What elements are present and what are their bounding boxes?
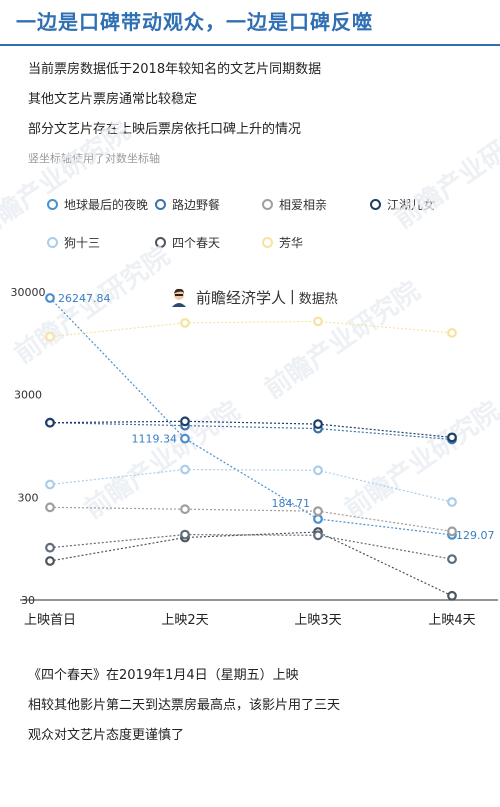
data-point	[180, 318, 190, 328]
legend-marker-icon	[155, 199, 166, 210]
brand-badge: 前瞻经济学人 | 数据热	[168, 286, 338, 308]
legend-item-3: 相爱相亲	[262, 196, 327, 213]
data-point	[313, 530, 323, 541]
legend-label: 路边野餐	[172, 198, 221, 212]
data-point	[447, 554, 457, 565]
legend-label: 四个春天	[172, 236, 221, 250]
data-point	[313, 316, 323, 327]
x-tick-label: 上映2天	[161, 613, 208, 628]
bottom-note-1: 《四个春天》在2019年1月4日（星期五）上映	[28, 668, 299, 683]
page-title: 一边是口碑带动观众，一边是口碑反噬	[16, 10, 373, 34]
data-point	[45, 331, 55, 342]
bottom-note-2: 相较其他影片第二天到达票房最高点，该影片用了三天	[28, 698, 341, 713]
bottom-note-3: 观众对文艺片态度更谨慎了	[28, 728, 185, 743]
y-tick-label: 30000	[11, 286, 46, 299]
note-2: 其他文艺片票房通常比较稳定	[28, 92, 198, 107]
y-tick-label: 3000	[14, 389, 42, 402]
watermark: 前瞻产业研究院	[389, 106, 500, 236]
data-point	[45, 556, 55, 566]
data-point	[45, 293, 55, 303]
data-point	[180, 433, 190, 444]
data-point	[447, 327, 457, 338]
series-line	[49, 422, 453, 440]
series-line	[49, 468, 453, 503]
x-tick-label: 上映4天	[428, 613, 475, 628]
note-3: 部分文艺片存在上映后票房依托口碑上升的情况	[28, 122, 302, 137]
avatar-icon	[168, 286, 190, 308]
series-line	[49, 420, 453, 438]
data-point	[45, 542, 55, 553]
brand-subtitle: 数据热	[298, 291, 338, 307]
legend-item-7: 芳华	[262, 234, 303, 251]
title-underline	[0, 44, 500, 46]
data-label: 129.07	[456, 529, 495, 542]
data-label: 184.71	[272, 497, 311, 510]
legend-marker-icon	[47, 199, 58, 210]
axis-note: 竖坐标轴使用了对数坐标轴	[28, 152, 160, 165]
series-line	[49, 320, 453, 338]
data-point	[447, 432, 457, 443]
series-line	[49, 297, 453, 536]
x-tick-label: 上映首日	[24, 613, 76, 628]
data-point	[313, 419, 323, 430]
legend-item-6: 四个春天	[155, 234, 220, 251]
series-line	[49, 531, 453, 597]
data-point	[180, 529, 190, 540]
data-point	[180, 504, 190, 515]
data-label: 1119.34	[132, 433, 178, 446]
data-point	[447, 526, 457, 537]
y-tick-label: 30	[21, 594, 35, 607]
data-point	[180, 416, 190, 427]
legend-marker-icon	[47, 237, 58, 248]
series-line	[49, 533, 453, 560]
legend-item-4: 江湖儿女	[370, 196, 435, 213]
data-point	[45, 417, 55, 428]
legend-item-1: 地球最后的夜晚	[47, 196, 148, 213]
legend-item-5: 狗十三	[47, 234, 100, 251]
data-point	[180, 464, 190, 475]
series-line	[49, 506, 453, 532]
brand-separator: |	[290, 289, 295, 305]
legend-marker-icon	[155, 237, 166, 248]
x-tick-label: 上映3天	[294, 613, 341, 628]
legend-marker-icon	[370, 199, 381, 210]
legend-marker-icon	[262, 237, 273, 248]
legend-label: 地球最后的夜晚	[64, 198, 149, 212]
legend-label: 江湖儿女	[387, 198, 436, 212]
data-point	[447, 497, 457, 507]
data-point	[313, 514, 323, 524]
data-point	[313, 506, 323, 517]
note-1: 当前票房数据低于2018年较知名的文艺片同期数据	[28, 62, 322, 77]
data-point	[45, 479, 55, 490]
line-chart: 30 300 3000 30000 上映首日 上映2天 上映3天 上映4天 26247.84 11…	[11, 286, 498, 628]
title-bar: 一边是口碑带动观众，一边是口碑反噬	[0, 0, 500, 46]
data-label: 26247.84	[58, 292, 111, 305]
legend-label: 狗十三	[64, 236, 101, 250]
legend-marker-icon	[262, 199, 273, 210]
legend-label: 芳华	[279, 236, 304, 250]
data-point	[313, 465, 323, 476]
data-point	[447, 590, 457, 601]
legend-item-2: 路边野餐	[155, 196, 220, 213]
y-tick-label: 300	[18, 491, 39, 504]
data-point	[45, 502, 55, 513]
legend-label: 相爱相亲	[279, 198, 328, 212]
brand-name: 前瞻经济学人	[196, 288, 287, 307]
